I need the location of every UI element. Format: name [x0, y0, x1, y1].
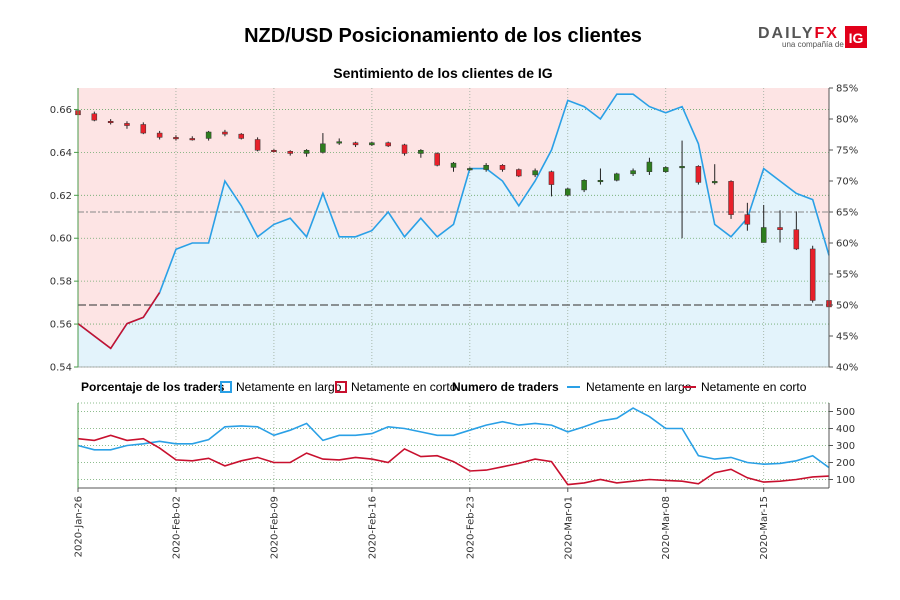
candle-body-2020-Feb-20 [434, 153, 440, 166]
price-tick-label: 0.56 [50, 320, 72, 331]
candle-body-2020-Feb-23 [467, 168, 473, 171]
candle-body-2020-Mar-04 [614, 173, 620, 181]
legend-pct-long: Netamente en largo [236, 380, 342, 394]
candle-body-2020-Feb-27 [532, 170, 538, 176]
date-tick-label: 2020-Mar-15 [759, 496, 770, 560]
brand-logo: DAILYFX una compañía de IG [758, 25, 867, 49]
candle-body-2020-Mar-02 [581, 180, 587, 191]
candle-body-2020-Feb-25 [499, 165, 506, 170]
date-tick-label: 2020-Feb-02 [171, 496, 182, 559]
candle-body-2020-Mar-10 [695, 166, 702, 183]
legend-num-short: Netamente en corto [701, 380, 807, 394]
candle-body-2020-Mar-17 [793, 229, 800, 250]
traders-tick-label: 200 [836, 458, 855, 469]
candle-body-2020-Jan-30 [140, 124, 147, 134]
pct-tick-label: 80% [836, 115, 858, 126]
traders-short-line [77, 434, 830, 486]
pct-tick-label: 75% [836, 146, 858, 157]
candle-body-2020-Feb-12 [320, 143, 326, 153]
short-pct-line [77, 292, 161, 350]
candle-body-2020-Feb-16 [369, 142, 375, 146]
candle-body-2020-Feb-19 [418, 149, 424, 154]
candle-body-2020-Jan-29 [124, 123, 130, 126]
legend-num-header: Numero de traders [452, 380, 559, 394]
candle-body-2020-Jan-31 [156, 132, 163, 138]
legend-pct-short-icon [335, 381, 347, 393]
price-tick-label: 0.60 [50, 234, 72, 245]
pct-tick-label: 65% [836, 208, 858, 219]
candle-body-2020-Feb-14 [352, 142, 359, 146]
candle-body-2020-Mar-15 [760, 227, 767, 243]
pct-tick-label: 45% [836, 332, 858, 343]
candle-body-2020-Mar-18 [809, 248, 816, 301]
price-tick-label: 0.58 [50, 277, 72, 288]
candle-body-2020-Feb-24 [483, 165, 489, 170]
pct-tick-label: 60% [836, 239, 858, 250]
long-region-fill [78, 94, 829, 367]
candle-body-2020-Mar-12 [728, 181, 734, 215]
long-pct-line [77, 93, 830, 350]
price-tick-label: 0.54 [50, 363, 72, 374]
pct-tick-label: 50% [836, 301, 858, 312]
date-tick-label: 2020-Jan-26 [74, 496, 85, 557]
candle-body-2020-Mar-03 [597, 180, 604, 183]
traders-tick-label: 500 [836, 407, 855, 418]
date-tick-label: 2020-Feb-23 [465, 496, 476, 559]
candle-body-2020-Jan-28 [107, 121, 114, 124]
candle-body-2020-Feb-11 [303, 149, 310, 154]
candle-body-2020-Feb-03 [189, 138, 196, 141]
date-tick-label: 2020-Mar-01 [563, 496, 574, 560]
traders-tick-label: 100 [836, 475, 855, 486]
brand-tagline: una compañía de [782, 40, 844, 49]
traders-chart: 100 200 300 400 500 2020-Jan-26 2020-Feb-02 202… [74, 402, 855, 560]
candle-body-2020-Mar-11 [711, 181, 718, 184]
pct-tick-label: 85% [836, 84, 858, 95]
candle-body-2020-Mar-13 [744, 214, 751, 225]
candle-body-2020-Feb-06 [238, 133, 245, 139]
candle-body-2020-Feb-18 [401, 144, 408, 154]
candle-body-2020-Mar-05 [630, 170, 636, 175]
brand-name: DAILYFX [758, 25, 839, 42]
candle-body-2020-Mar-16 [777, 227, 783, 230]
date-tick-label: 2020-Mar-08 [661, 496, 672, 560]
pct-tick-label: 40% [836, 363, 858, 374]
candle-body-2020-Feb-17 [385, 142, 391, 147]
traders-long-line [77, 407, 830, 469]
pct-tick-label: 55% [836, 270, 858, 281]
date-tick-label: 2020-Feb-09 [269, 496, 280, 559]
chart-subtitle: Sentimiento de los clientes de IG [333, 65, 552, 81]
price-tick-label: 0.62 [50, 191, 72, 202]
ig-logo-icon [845, 26, 867, 48]
price-tick-label: 0.66 [50, 105, 72, 116]
legend-pct-header: Porcentaje de los traders [81, 380, 225, 394]
legend-num-long: Netamente en largo [586, 380, 692, 394]
candle-body-2020-Feb-21 [450, 162, 457, 168]
candle-body-2020-Feb-02 [173, 137, 179, 140]
candle-body-2020-Feb-26 [516, 169, 522, 177]
candle-body-2020-Feb-13 [336, 141, 342, 144]
chart-title: NZD/USD Posicionamiento de los clientes [244, 25, 642, 47]
candle-body-2020-Mar-09 [679, 166, 685, 169]
candle-body-2020-Feb-10 [287, 151, 293, 154]
traders-tick-label: 300 [836, 441, 855, 452]
candle-body-2020-Feb-04 [205, 131, 212, 139]
candle-body-2020-Feb-07 [254, 139, 261, 151]
candle-body-2020-Jan-27 [91, 113, 98, 121]
candle-body-2020-Mar-01 [565, 188, 571, 196]
ig-logo-text: IG [849, 30, 864, 46]
pct-tick-label: 70% [836, 177, 858, 188]
traders-tick-label: 400 [836, 424, 855, 435]
candle-body-2020-Feb-05 [222, 131, 228, 135]
candle-body-2020-Mar-06 [646, 161, 653, 172]
legend: Porcentaje de los traders Netamente en l… [81, 380, 807, 394]
price-sentiment-chart: 0.54 0.56 0.58 0.60 0.62 0.64 0.66 40% 45% 50% 55%… [50, 84, 859, 374]
date-tick-label: 2020-Feb-16 [367, 496, 378, 559]
price-tick-label: 0.64 [50, 148, 72, 159]
legend-pct-long-icon [220, 381, 232, 393]
candle-body-2020-Feb-09 [271, 149, 277, 152]
candle-body-2020-Feb-28 [548, 171, 555, 185]
legend-pct-short: Netamente en corto [351, 380, 457, 394]
candle-body-2020-Mar-08 [662, 167, 669, 172]
